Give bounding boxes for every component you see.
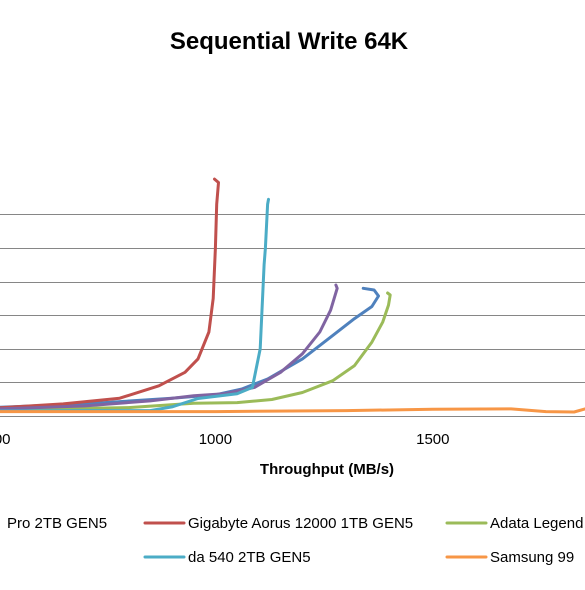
x-tick-label: 1500 xyxy=(416,431,449,448)
legend-label-2: Adata Legend xyxy=(490,515,583,532)
series-line-4 xyxy=(0,197,270,413)
x-tick-label: 1000 xyxy=(199,431,232,448)
series-line-0 xyxy=(0,286,380,409)
series-line-1 xyxy=(0,177,220,410)
gridlines xyxy=(0,214,585,417)
x-tick-label: 500 xyxy=(0,431,11,448)
series-line-5 xyxy=(0,407,585,414)
series-line-3 xyxy=(0,283,339,411)
legend-label-1: Gigabyte Aorus 12000 1TB GEN5 xyxy=(188,515,413,532)
chart-title: Sequential Write 64K xyxy=(170,28,409,55)
legend-label-5: Samsung 99 xyxy=(490,549,574,566)
series-lines xyxy=(0,177,585,414)
series-line-2 xyxy=(0,291,392,412)
legend: Pro 2TB GEN5 Gigabyte Aorus 12000 1TB GEN… xyxy=(7,515,583,566)
legend-label-0: Pro 2TB GEN5 xyxy=(7,515,107,532)
legend-label-4: da 540 2TB GEN5 xyxy=(188,549,311,566)
x-axis-label: Throughput (MB/s) xyxy=(260,461,394,478)
x-tick-labels: 500 1000 1500 xyxy=(0,431,450,448)
